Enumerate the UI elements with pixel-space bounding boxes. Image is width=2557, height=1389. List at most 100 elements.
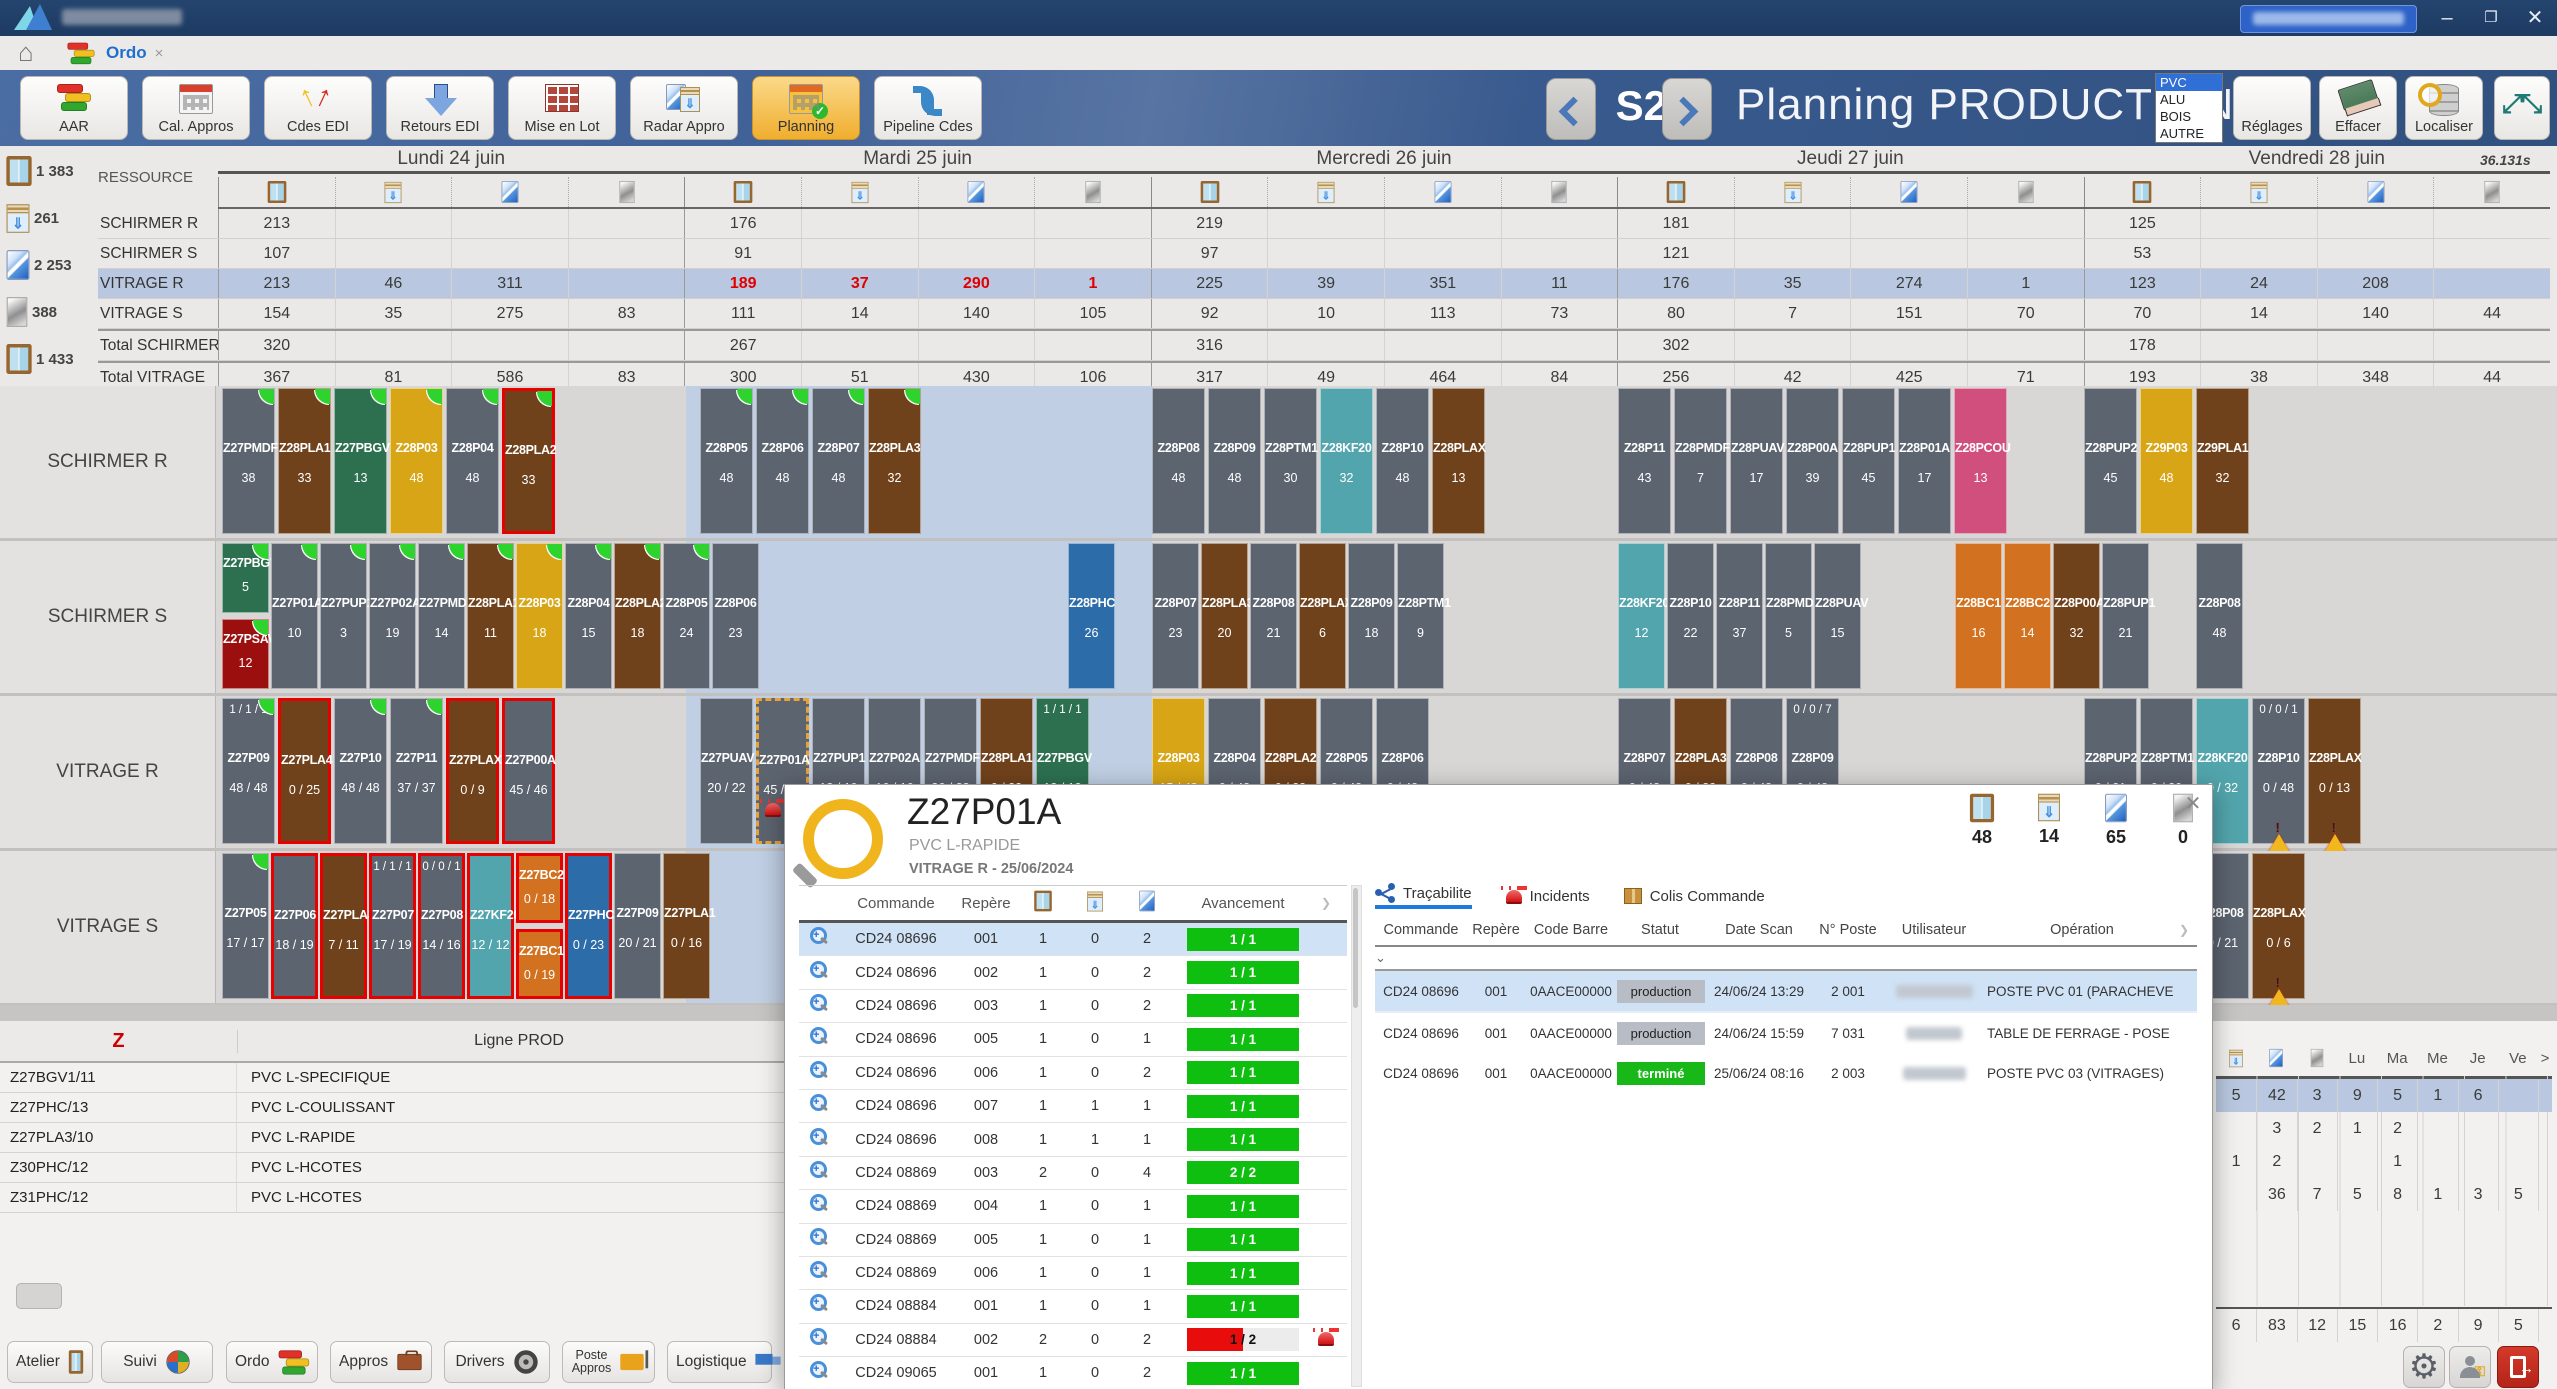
- toolbar-button-cal-appros[interactable]: Cal. Appros: [142, 76, 250, 140]
- gantt-block-z27pmdf[interactable]: Z27PMDF 38: [222, 388, 275, 534]
- module-button-ordo[interactable]: Ordo: [226, 1341, 318, 1383]
- gantt-block-z28ptm1[interactable]: Z28PTM1 30: [1264, 388, 1317, 534]
- gantt-block-z27p00a[interactable]: Z27P00A 45 / 46: [502, 698, 555, 844]
- tab-ordo[interactable]: Ordo ×: [56, 38, 171, 68]
- logout-button[interactable]: [2497, 1346, 2539, 1388]
- gantt-block-z28pup2[interactable]: Z28PUP2 45: [2084, 388, 2137, 534]
- tab-incidents[interactable]: Incidents: [1506, 888, 1590, 905]
- gantt-block-z28kf20[interactable]: Z28KF20 12: [1618, 543, 1665, 689]
- gantt-block-z28p06[interactable]: Z28P06 48: [756, 388, 809, 534]
- order-line-row[interactable]: + CD24 08696 002 1 0 2 1 / 1: [799, 956, 1347, 989]
- toolbar-button-pipeline-cdes[interactable]: Pipeline Cdes: [874, 76, 982, 140]
- gantt-block-z27p11[interactable]: Z27P11 37 / 37: [390, 698, 443, 844]
- order-line-row[interactable]: + CD24 08884 002 2 0 2 1 / 2: [799, 1324, 1347, 1357]
- row-zoom-icon[interactable]: +: [799, 1061, 837, 1085]
- module-button-poste-appros[interactable]: Poste Appros: [562, 1341, 655, 1383]
- gantt-block-z28plax[interactable]: Z28PLAX 6: [1299, 543, 1346, 689]
- reglages-button[interactable]: Réglages: [2233, 76, 2311, 140]
- trace-row[interactable]: CD24 08696 001 0AACE00000 production 24/06/2…: [1375, 971, 2197, 1013]
- ligne-prod-row[interactable]: Z27PHC/13 PVC L-COULISSANT: [0, 1093, 800, 1123]
- gantt-block-z28p01a[interactable]: Z28P01A 17: [1898, 388, 1951, 534]
- order-line-row[interactable]: + CD24 08884 001 1 0 1 1 / 1: [799, 1290, 1347, 1323]
- toolbar-button-cdes-edi[interactable]: ↑ ↑ Cdes EDI: [264, 76, 372, 140]
- gantt-block-z28plax[interactable]: Z28PLAX 0 / 6: [2252, 853, 2305, 999]
- module-button-suivi[interactable]: Suivi: [101, 1341, 213, 1383]
- gantt-block-z28pup1[interactable]: Z28PUP1 45: [1842, 388, 1895, 534]
- gantt-block-z28p10[interactable]: Z28P10 48: [1376, 388, 1429, 534]
- tab-close-icon[interactable]: ×: [155, 45, 164, 62]
- popup-close-icon[interactable]: ✕: [2181, 791, 2205, 816]
- column-ligne-prod-header[interactable]: Ligne PROD: [238, 1032, 800, 1050]
- column-z-header[interactable]: Z: [0, 1030, 238, 1053]
- popup-table-scrollbar[interactable]: [1351, 885, 1362, 1387]
- ligne-prod-row[interactable]: Z27BGV1/11 PVC L-SPECIFIQUE: [0, 1063, 800, 1093]
- gantt-block-z28puav[interactable]: Z28PUAV 17: [1730, 388, 1783, 534]
- gantt-block-z28p08[interactable]: Z28P08 21: [1250, 543, 1297, 689]
- row-zoom-icon[interactable]: +: [799, 1027, 837, 1051]
- gantt-block-z28p00a[interactable]: Z28P00A 32: [2053, 543, 2100, 689]
- gantt-block-z27phc[interactable]: Z27PHC 0 / 23: [565, 853, 612, 999]
- gantt-block-z28pla3[interactable]: Z28PLA3 20: [1201, 543, 1248, 689]
- material-option-pvc[interactable]: PVC: [2156, 74, 2222, 91]
- toolbar-button-planning[interactable]: ✓ Planning: [752, 76, 860, 140]
- gantt-block-z28p00a[interactable]: Z28P00A 39: [1786, 388, 1839, 534]
- trace-row[interactable]: CD24 08696 001 0AACE00000 production 24/06/2…: [1375, 1013, 2197, 1053]
- gantt-block-z27p09[interactable]: Z27P09 20 / 21: [614, 853, 661, 999]
- gantt-block-z27bc2[interactable]: Z27BC2 0 / 18: [516, 853, 563, 923]
- order-line-row[interactable]: + CD24 08869 005 1 0 1 1 / 1: [799, 1224, 1347, 1257]
- order-line-row[interactable]: + CD24 08696 006 1 0 2 1 / 1: [799, 1057, 1347, 1090]
- gantt-block-z28plax[interactable]: Z28PLAX 13: [1432, 388, 1485, 534]
- fullscreen-button[interactable]: ⤢ ⤢: [2494, 76, 2550, 140]
- minimize-button[interactable]: –: [2425, 0, 2469, 36]
- gantt-block-z28p08[interactable]: Z28P08 48: [1152, 388, 1205, 534]
- gantt-block-z27p10[interactable]: Z27P10 48 / 48: [334, 698, 387, 844]
- gantt-block-z28p06[interactable]: Z28P06 23: [712, 543, 759, 689]
- toolbar-button-retours-edi[interactable]: Retours EDI: [386, 76, 494, 140]
- row-zoom-icon[interactable]: +: [799, 1361, 837, 1385]
- trace-more-chevron[interactable]: ❯: [2177, 923, 2191, 937]
- material-option-alu[interactable]: ALU: [2156, 91, 2222, 108]
- gantt-block-z27p07[interactable]: Z27P07 17 / 19 1 / 1 / 1: [369, 853, 416, 999]
- gantt-block-z28pla2[interactable]: Z28PLA2 33: [502, 388, 555, 534]
- gantt-block-z27p08[interactable]: Z27P08 14 / 16 0 / 0 / 1: [418, 853, 465, 999]
- row-zoom-icon[interactable]: +: [799, 1128, 837, 1152]
- order-line-row[interactable]: + CD24 08869 004 1 0 1 1 / 1: [799, 1190, 1347, 1223]
- row-zoom-icon[interactable]: +: [799, 1328, 837, 1352]
- gantt-block-z28pcou[interactable]: Z28PCOU 13: [1954, 388, 2007, 534]
- next-week-button[interactable]: [1662, 78, 1712, 140]
- mini-more-chevron[interactable]: >: [2538, 1050, 2552, 1067]
- gantt-block-z27pla3[interactable]: Z27PLA3 7 / 11: [320, 853, 367, 999]
- toolbar-button-mise-en-lot[interactable]: Mise en Lot: [508, 76, 616, 140]
- order-line-row[interactable]: + CD24 08696 007 1 1 1 1 / 1: [799, 1090, 1347, 1123]
- tab-colis-commande[interactable]: Colis Commande: [1624, 888, 1765, 905]
- order-line-row[interactable]: + CD24 09065 001 1 0 2 1 / 1: [799, 1357, 1347, 1389]
- gantt-block-z28p07[interactable]: Z28P07 48: [812, 388, 865, 534]
- gantt-block-z28bc1[interactable]: Z28BC1 16: [1955, 543, 2002, 689]
- module-button-appros[interactable]: Appros: [330, 1341, 432, 1383]
- row-zoom-icon[interactable]: +: [799, 1294, 837, 1318]
- material-option-autre[interactable]: AUTRE: [2156, 125, 2222, 142]
- gantt-block-z28p08[interactable]: Z28P08 48: [2196, 543, 2243, 689]
- material-option-bois[interactable]: BOIS: [2156, 108, 2222, 125]
- gantt-block-z27p09[interactable]: Z27P09 48 / 48 1 / 1 / 1: [222, 698, 275, 844]
- user-account-button[interactable]: ⚿: [2449, 1346, 2491, 1388]
- gantt-block-z28pup1[interactable]: Z28PUP1 21: [2102, 543, 2149, 689]
- gantt-block-z28p07[interactable]: Z28P07 23: [1152, 543, 1199, 689]
- gantt-block-z28pla1[interactable]: Z28PLA1 33: [278, 388, 331, 534]
- gantt-block-z27p02a[interactable]: Z27P02A 19: [369, 543, 416, 689]
- gantt-block-z28plax[interactable]: Z28PLAX 0 / 13: [2308, 698, 2361, 844]
- gantt-block-z28p03[interactable]: Z28P03 18: [516, 543, 563, 689]
- gantt-block-z28p11[interactable]: Z28P11 43: [1618, 388, 1671, 534]
- gantt-block-z27psav[interactable]: Z27PSAV 12: [222, 619, 269, 689]
- gantt-block-z28p09[interactable]: Z28P09 18: [1348, 543, 1395, 689]
- gantt-block-z27pmdf[interactable]: Z27PMDF 14: [418, 543, 465, 689]
- gantt-block-z27bc2[interactable]: Z27BC2 0 / 18 Z27BC1 0 / 19: [516, 853, 563, 999]
- scroll-thumb[interactable]: [16, 1283, 62, 1309]
- gantt-block-z28pla2[interactable]: Z28PLA2 18: [614, 543, 661, 689]
- gantt-block-z27bc1[interactable]: Z27BC1 0 / 19: [516, 929, 563, 999]
- row-zoom-icon[interactable]: +: [799, 961, 837, 985]
- trace-row[interactable]: CD24 08696 001 0AACE00000 terminé 25/06/24 0…: [1375, 1053, 2197, 1093]
- module-button-atelier[interactable]: Atelier: [7, 1341, 93, 1383]
- gantt-block-z28p03[interactable]: Z28P03 48: [390, 388, 443, 534]
- gantt-block-z28p10[interactable]: Z28P10 22: [1667, 543, 1714, 689]
